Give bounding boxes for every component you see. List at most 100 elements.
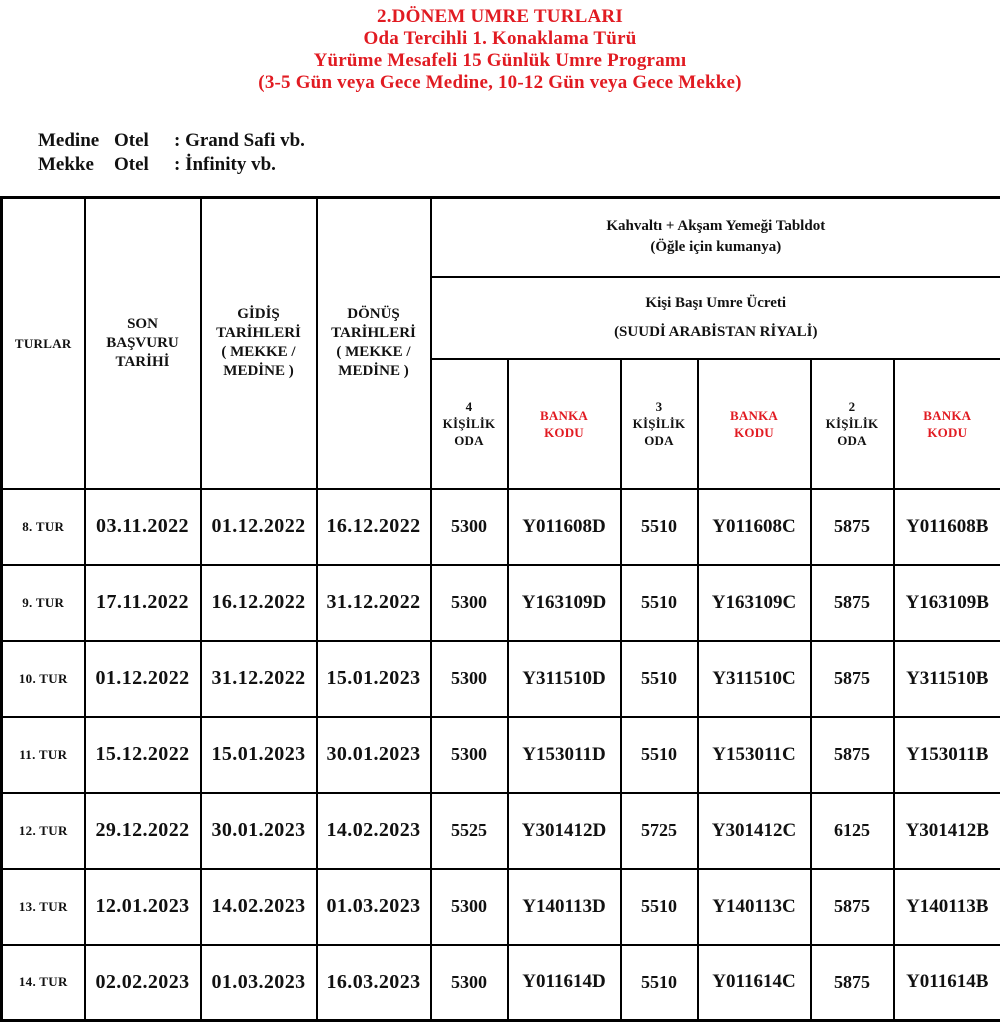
cell-son-basvuru-tarihi: 17.11.2022	[85, 565, 201, 641]
cell-banka-kodu-2: Y011608B	[894, 489, 1000, 565]
hotel-label: Otel	[114, 153, 174, 177]
cell-banka-kodu-2: Y011614B	[894, 945, 1000, 1021]
cell-banka-kodu-2: Y311510B	[894, 641, 1000, 717]
cell-gidis-tarihi: 30.01.2023	[201, 793, 317, 869]
cell-banka-kodu-3: Y311510C	[698, 641, 811, 717]
cell-price-2-kisilik: 5875	[811, 945, 894, 1021]
cell-banka-kodu-2: Y301412B	[894, 793, 1000, 869]
cell-gidis-tarihi: 01.03.2023	[201, 945, 317, 1021]
cell-gidis-tarihi: 14.02.2023	[201, 869, 317, 945]
col-header-son-basvuru-tarihi: SON BAŞVURU TARİHİ	[85, 198, 201, 489]
cell-price-3-kisilik: 5725	[621, 793, 698, 869]
table-row: 11. TUR 15.12.2022 15.01.2023 30.01.2023…	[2, 717, 1000, 793]
cell-son-basvuru-tarihi: 02.02.2023	[85, 945, 201, 1021]
cell-donus-tarihi: 30.01.2023	[317, 717, 431, 793]
cell-price-3-kisilik: 5510	[621, 565, 698, 641]
cell-tur-number: 14. TUR	[2, 945, 85, 1021]
cell-banka-kodu-4: Y311510D	[508, 641, 621, 717]
cell-price-4-kisilik: 5525	[431, 793, 508, 869]
cell-tur-number: 10. TUR	[2, 641, 85, 717]
hotel-name: : İnfinity vb.	[174, 153, 276, 177]
col-header-banka-kodu-3: BANKA KODU	[698, 359, 811, 489]
cell-banka-kodu-4: Y140113D	[508, 869, 621, 945]
cell-banka-kodu-4: Y011608D	[508, 489, 621, 565]
title-line-1: 2.DÖNEM UMRE TURLARI	[0, 6, 1000, 28]
hotel-row: Mekke Otel : İnfinity vb.	[38, 153, 1000, 177]
cell-banka-kodu-3: Y153011C	[698, 717, 811, 793]
cell-price-2-kisilik: 5875	[811, 489, 894, 565]
table-header: TURLAR SON BAŞVURU TARİHİ GİDİŞ TARİHLER…	[2, 198, 1000, 489]
hotel-row: Medine Otel : Grand Safi vb.	[38, 129, 1000, 153]
cell-price-2-kisilik: 6125	[811, 793, 894, 869]
hotel-label: Otel	[114, 129, 174, 153]
cell-price-3-kisilik: 5510	[621, 869, 698, 945]
table-row: 10. TUR 01.12.2022 31.12.2022 15.01.2023…	[2, 641, 1000, 717]
cell-son-basvuru-tarihi: 29.12.2022	[85, 793, 201, 869]
cell-banka-kodu-4: Y153011D	[508, 717, 621, 793]
cell-donus-tarihi: 14.02.2023	[317, 793, 431, 869]
col-header-turlar: TURLAR	[2, 198, 85, 489]
document-title-block: 2.DÖNEM UMRE TURLARI Oda Tercihli 1. Kon…	[0, 0, 1000, 94]
header-price-line-1: Kişi Başı Umre Ücreti	[432, 295, 1000, 312]
col-header-banka-kodu-2: BANKA KODU	[894, 359, 1000, 489]
col-header-2-kisilik-oda: 2 KİŞİLİK ODA	[811, 359, 894, 489]
cell-price-3-kisilik: 5510	[621, 641, 698, 717]
cell-donus-tarihi: 01.03.2023	[317, 869, 431, 945]
table-row: 14. TUR 02.02.2023 01.03.2023 16.03.2023…	[2, 945, 1000, 1021]
cell-price-4-kisilik: 5300	[431, 565, 508, 641]
cell-price-3-kisilik: 5510	[621, 717, 698, 793]
cell-price-2-kisilik: 5875	[811, 565, 894, 641]
hotel-info-block: Medine Otel : Grand Safi vb. Mekke Otel …	[38, 129, 1000, 177]
cell-banka-kodu-2: Y153011B	[894, 717, 1000, 793]
cell-son-basvuru-tarihi: 15.12.2022	[85, 717, 201, 793]
table-body: 8. TUR 03.11.2022 01.12.2022 16.12.2022 …	[2, 489, 1000, 1021]
cell-tur-number: 11. TUR	[2, 717, 85, 793]
hotel-name: : Grand Safi vb.	[174, 129, 305, 153]
col-header-banka-kodu-4: BANKA KODU	[508, 359, 621, 489]
col-header-donus-tarihleri: DÖNÜŞ TARİHLERİ ( MEKKE / MEDİNE )	[317, 198, 431, 489]
cell-donus-tarihi: 16.03.2023	[317, 945, 431, 1021]
header-price-line-2: (SUUDİ ARABİSTAN RİYALİ)	[432, 324, 1000, 341]
col-header-3-kisilik-oda: 3 KİŞİLİK ODA	[621, 359, 698, 489]
hotel-city: Mekke	[38, 153, 114, 177]
header-price-wrap: Kişi Başı Umre Ücreti (SUUDİ ARABİSTAN R…	[432, 295, 1000, 341]
title-line-2: Oda Tercihli 1. Konaklama Türü	[0, 28, 1000, 50]
header-meal-plan: Kahvaltı + Akşam Yemeği Tabldot (Öğle iç…	[431, 198, 1000, 277]
cell-price-2-kisilik: 5875	[811, 717, 894, 793]
cell-banka-kodu-3: Y011614C	[698, 945, 811, 1021]
cell-price-4-kisilik: 5300	[431, 717, 508, 793]
cell-gidis-tarihi: 01.12.2022	[201, 489, 317, 565]
cell-price-2-kisilik: 5875	[811, 869, 894, 945]
cell-gidis-tarihi: 16.12.2022	[201, 565, 317, 641]
table-row: 9. TUR 17.11.2022 16.12.2022 31.12.2022 …	[2, 565, 1000, 641]
cell-gidis-tarihi: 31.12.2022	[201, 641, 317, 717]
cell-banka-kodu-2: Y163109B	[894, 565, 1000, 641]
cell-banka-kodu-3: Y163109C	[698, 565, 811, 641]
hotel-city: Medine	[38, 129, 114, 153]
cell-banka-kodu-4: Y163109D	[508, 565, 621, 641]
cell-banka-kodu-3: Y301412C	[698, 793, 811, 869]
table-row: 12. TUR 29.12.2022 30.01.2023 14.02.2023…	[2, 793, 1000, 869]
cell-banka-kodu-3: Y011608C	[698, 489, 811, 565]
cell-son-basvuru-tarihi: 03.11.2022	[85, 489, 201, 565]
cell-donus-tarihi: 31.12.2022	[317, 565, 431, 641]
cell-gidis-tarihi: 15.01.2023	[201, 717, 317, 793]
col-header-gidis-tarihleri: GİDİŞ TARİHLERİ ( MEKKE / MEDİNE )	[201, 198, 317, 489]
cell-price-4-kisilik: 5300	[431, 869, 508, 945]
table-row: 8. TUR 03.11.2022 01.12.2022 16.12.2022 …	[2, 489, 1000, 565]
cell-price-3-kisilik: 5510	[621, 489, 698, 565]
cell-tur-number: 8. TUR	[2, 489, 85, 565]
cell-price-4-kisilik: 5300	[431, 489, 508, 565]
table-row: 13. TUR 12.01.2023 14.02.2023 01.03.2023…	[2, 869, 1000, 945]
cell-banka-kodu-2: Y140113B	[894, 869, 1000, 945]
cell-banka-kodu-4: Y011614D	[508, 945, 621, 1021]
cell-price-4-kisilik: 5300	[431, 641, 508, 717]
title-line-3: Yürüme Mesafeli 15 Günlük Umre Programı	[0, 50, 1000, 72]
title-line-4: (3-5 Gün veya Gece Medine, 10-12 Gün vey…	[0, 72, 1000, 94]
cell-price-4-kisilik: 5300	[431, 945, 508, 1021]
cell-tur-number: 13. TUR	[2, 869, 85, 945]
cell-son-basvuru-tarihi: 12.01.2023	[85, 869, 201, 945]
tours-price-table: TURLAR SON BAŞVURU TARİHİ GİDİŞ TARİHLER…	[0, 196, 1000, 1022]
cell-tur-number: 12. TUR	[2, 793, 85, 869]
